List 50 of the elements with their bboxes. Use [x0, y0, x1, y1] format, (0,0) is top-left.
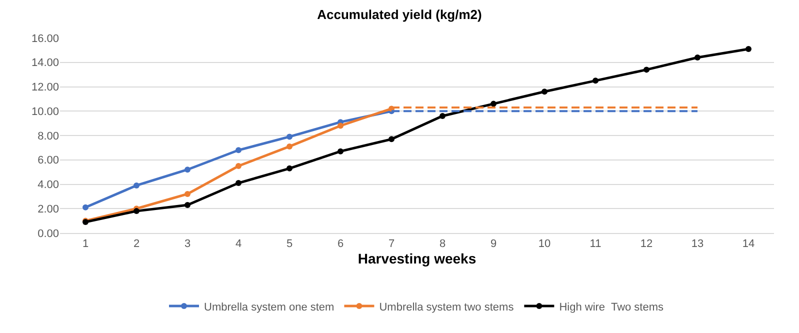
- point: [440, 113, 446, 119]
- point: [338, 148, 344, 154]
- point: [82, 204, 88, 210]
- point: [236, 147, 242, 154]
- y-tick-label: 10.00: [31, 106, 59, 118]
- x-tick-label: 4: [235, 238, 242, 250]
- point: [236, 180, 242, 186]
- x-tick-label: 1: [82, 238, 89, 250]
- point: [542, 88, 548, 95]
- x-tick-label: 13: [691, 238, 704, 250]
- point: [490, 100, 496, 107]
- y-tick-label: 6.00: [38, 154, 59, 167]
- point: [644, 66, 650, 73]
- x-tick-label: 7: [388, 238, 395, 250]
- x-tick-label: 6: [337, 238, 344, 250]
- y-tick-label: 12.00: [31, 82, 59, 94]
- x-tick-label: 14: [742, 238, 755, 250]
- y-tick-label: 16.00: [31, 32, 59, 45]
- x-tick-label: 3: [184, 238, 191, 250]
- y-tick-label: 4.00: [38, 179, 59, 192]
- point: [338, 122, 344, 129]
- point: [286, 165, 292, 172]
- point: [592, 78, 598, 84]
- point: [134, 208, 140, 214]
- x-tick-label: 11: [590, 238, 602, 250]
- point: [184, 191, 190, 197]
- y-tick-label: 0.00: [38, 228, 59, 240]
- point: [184, 202, 190, 208]
- x-tick-label: 2: [133, 238, 140, 250]
- y-tick-label: 2.00: [38, 203, 59, 216]
- x-axis-title: Harvesting weeks: [358, 250, 476, 266]
- point: [286, 134, 292, 140]
- point: [184, 166, 190, 173]
- point: [388, 136, 394, 142]
- y-tick-label: 14.00: [31, 57, 59, 70]
- y-tick-label: 8.00: [38, 130, 59, 142]
- x-tick-label: 12: [640, 238, 653, 250]
- point: [236, 162, 242, 169]
- point: [746, 46, 752, 52]
- point: [286, 143, 292, 150]
- x-tick-label: 9: [490, 238, 497, 250]
- legend-label: Umbrella system two stems: [379, 301, 514, 314]
- legend-label: Umbrella system one stem: [204, 301, 334, 314]
- x-tick-label: 10: [538, 238, 551, 250]
- legend-label: High wire Two stems: [559, 301, 664, 314]
- x-tick-label: 8: [439, 238, 446, 250]
- point: [694, 54, 700, 60]
- x-tick-label: 5: [286, 238, 293, 250]
- chart-title: Accumulated yield (kg/m2): [317, 7, 482, 22]
- point: [134, 182, 140, 188]
